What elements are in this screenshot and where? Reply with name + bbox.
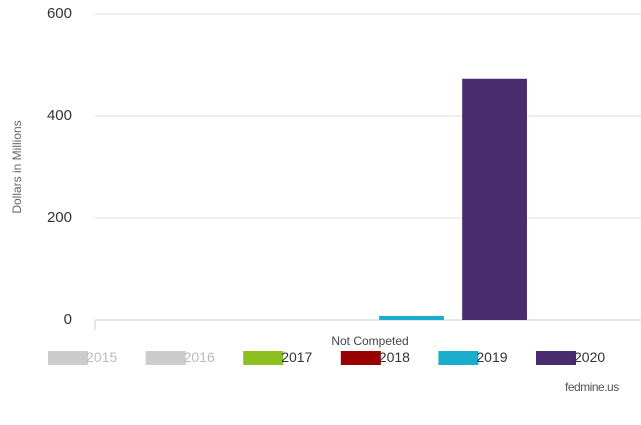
y-tick-label: 200 <box>47 209 72 226</box>
y-axis-label: Dollars in Millions <box>10 120 24 213</box>
legend-label: 2018 <box>379 349 410 365</box>
legend-swatch <box>536 351 576 365</box>
legend-label: 2019 <box>476 349 507 365</box>
legend-swatch <box>145 351 186 365</box>
legend-swatch <box>340 351 381 365</box>
legend-swatch <box>438 351 479 365</box>
y-tick-label: 400 <box>47 107 72 124</box>
x-tick-label: Not Competed <box>331 334 408 348</box>
bar <box>462 78 527 321</box>
y-tick-label: 0 <box>64 311 72 328</box>
watermark: fedmine.us <box>565 380 619 394</box>
legend-label: 2017 <box>281 349 312 365</box>
legend-label: 2020 <box>574 349 605 365</box>
legend-swatch <box>48 351 88 365</box>
bar <box>379 315 444 320</box>
legend-label: 2015 <box>86 349 117 365</box>
y-tick-label: 600 <box>47 5 72 22</box>
legend-label: 2016 <box>184 349 215 365</box>
legend-swatch <box>243 351 284 365</box>
